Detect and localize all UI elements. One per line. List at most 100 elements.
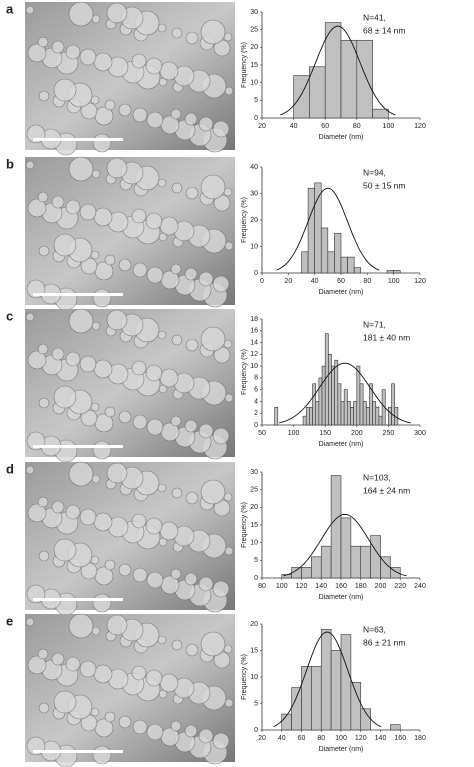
sem-particle [171,487,183,499]
annotation: N=103, [363,472,391,482]
sem-particle [106,2,128,24]
x-axis-label: Diameter (nm) [319,289,364,296]
sem-particle [38,397,50,409]
sem-particle [212,275,230,293]
x-tick-label: 40 [290,123,298,130]
sem-particle [104,406,116,418]
panel-label: d [6,461,14,476]
x-tick-label: 100 [288,430,300,437]
bar [302,415,307,426]
sem-particle [68,1,94,27]
sem-particle [159,673,179,693]
bar [388,407,392,426]
sem-particle [25,5,35,15]
x-tick-label: 80 [317,735,325,742]
sem-particle [159,368,179,388]
bar [350,407,354,426]
sem-particle [53,78,77,102]
sem-particle [90,250,100,260]
sem-particle [27,503,47,523]
sem-particle [131,665,147,681]
sem-particle [65,351,81,367]
panel-label: a [6,1,14,16]
y-tick-label: 2 [254,410,258,417]
annotation: 50 ± 15 nm [363,180,405,190]
sem-particle [145,364,163,382]
x-tick-label: 160 [335,583,347,590]
x-tick-label: 60 [321,123,329,130]
sem-particle [104,254,116,266]
sem-particle [184,112,198,126]
bar [315,401,320,426]
sem-particle [90,707,100,717]
sem-particle [170,720,182,732]
fit-curve [278,362,411,424]
sem-particle [118,103,132,117]
fit-curve [283,513,407,577]
sem-particle [146,723,164,741]
annotation: N=41, [363,12,386,22]
sem-particle [53,385,77,409]
x-tick-label: 180 [355,583,367,590]
sem-particle [92,133,112,153]
y-tick-label: 0 [254,575,258,582]
bar [307,187,315,274]
x-tick-label: 120 [414,278,426,285]
sem-particle [224,241,234,251]
bar [380,556,391,579]
y-tick-label: 15 [250,62,258,69]
bar [331,365,335,426]
sem-particle [37,648,49,660]
bar [393,270,401,274]
sem-particle [159,521,179,541]
sem-particle [224,546,234,556]
sem-particle [53,538,77,562]
bar [386,270,394,274]
sem-particle [131,360,147,376]
sem-particle [27,43,47,63]
sem-particle [170,415,182,427]
bar [301,666,312,731]
x-axis-label: Diameter (nm) [319,746,364,753]
sem-particle [198,728,214,744]
sem-particle [93,52,113,72]
sem-particle [170,263,182,275]
sem-particle [79,355,97,373]
bar [390,567,401,579]
annotation: 181 ± 40 nm [363,332,410,342]
sem-particle [65,504,81,520]
bar [370,535,381,579]
sem-particle [51,347,65,361]
sem-particle [224,393,234,403]
sem-particle [212,580,230,598]
sem-particle [184,572,198,586]
x-tick-label: 100 [388,278,400,285]
sem-particle [68,613,94,639]
bar [291,687,302,731]
x-tick-label: 80 [353,123,361,130]
sem-particle [200,19,226,45]
bar [312,383,317,426]
y-tick-label: 25 [250,487,258,494]
y-tick-label: 16 [250,328,258,335]
bar [337,383,342,426]
bar [356,39,373,119]
sem-particle [38,90,50,102]
x-tick-label: 40 [278,735,286,742]
sem-particle [145,517,163,535]
sem-particle [68,156,94,182]
bar [320,545,332,579]
sem-particle [184,419,198,433]
sem-particle [106,309,128,331]
y-axis-label: Frequency (%) [241,349,248,395]
sem-particle [223,187,233,197]
bar [350,545,362,579]
sem-particle [200,326,226,352]
sem-particle [132,414,148,430]
y-tick-label: 30 [250,469,258,476]
bar [301,251,309,274]
sem-particle [93,664,113,684]
sem-particle [65,44,81,60]
x-tick-label: 100 [335,735,347,742]
